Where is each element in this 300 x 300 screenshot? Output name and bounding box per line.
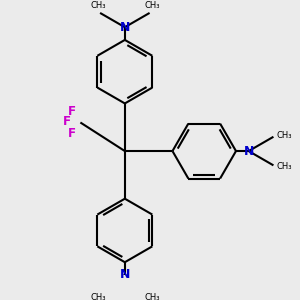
Text: CH₃: CH₃	[277, 131, 292, 140]
Text: CH₃: CH₃	[277, 162, 292, 171]
Text: CH₃: CH₃	[144, 292, 160, 300]
Text: F: F	[68, 127, 76, 140]
Text: N: N	[244, 145, 254, 158]
Text: F: F	[63, 115, 70, 128]
Text: N: N	[120, 268, 130, 281]
Text: F: F	[68, 105, 76, 118]
Text: N: N	[120, 21, 130, 34]
Text: CH₃: CH₃	[90, 1, 106, 10]
Text: CH₃: CH₃	[90, 292, 106, 300]
Text: CH₃: CH₃	[144, 1, 160, 10]
